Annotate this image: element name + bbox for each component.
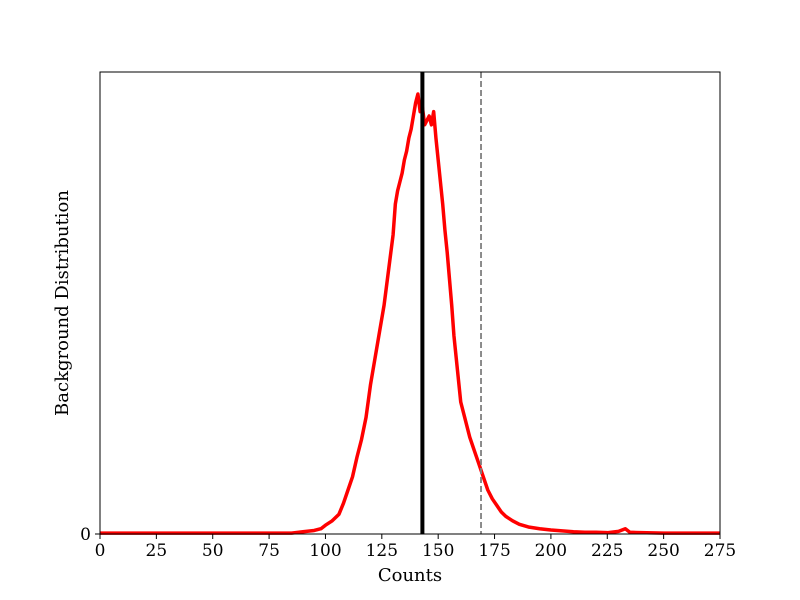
y-tick-label: 0 xyxy=(80,525,91,545)
x-axis-ticks: 0 25 50 75 100 125 150 175 200 225 250 275 xyxy=(95,534,736,561)
x-tick-label: 150 xyxy=(422,541,454,561)
x-tick-label: 75 xyxy=(258,541,280,561)
x-tick-label: 250 xyxy=(647,541,679,561)
y-axis-label: Background Distribution xyxy=(52,190,73,416)
x-tick-label: 0 xyxy=(95,541,106,561)
x-tick-label: 125 xyxy=(366,541,398,561)
axes-frame xyxy=(99,71,721,535)
y-axis-ticks: 0 xyxy=(80,525,100,545)
x-tick-label: 275 xyxy=(704,541,736,561)
x-tick-label: 50 xyxy=(202,541,224,561)
x-tick-label: 200 xyxy=(535,541,567,561)
x-tick-label: 100 xyxy=(309,541,341,561)
plot-area xyxy=(100,72,720,535)
x-axis-label: Counts xyxy=(378,565,442,586)
x-tick-label: 25 xyxy=(146,541,168,561)
x-tick-label: 175 xyxy=(478,541,510,561)
distribution-line-0 xyxy=(100,92,720,535)
x-tick-label: 225 xyxy=(591,541,623,561)
